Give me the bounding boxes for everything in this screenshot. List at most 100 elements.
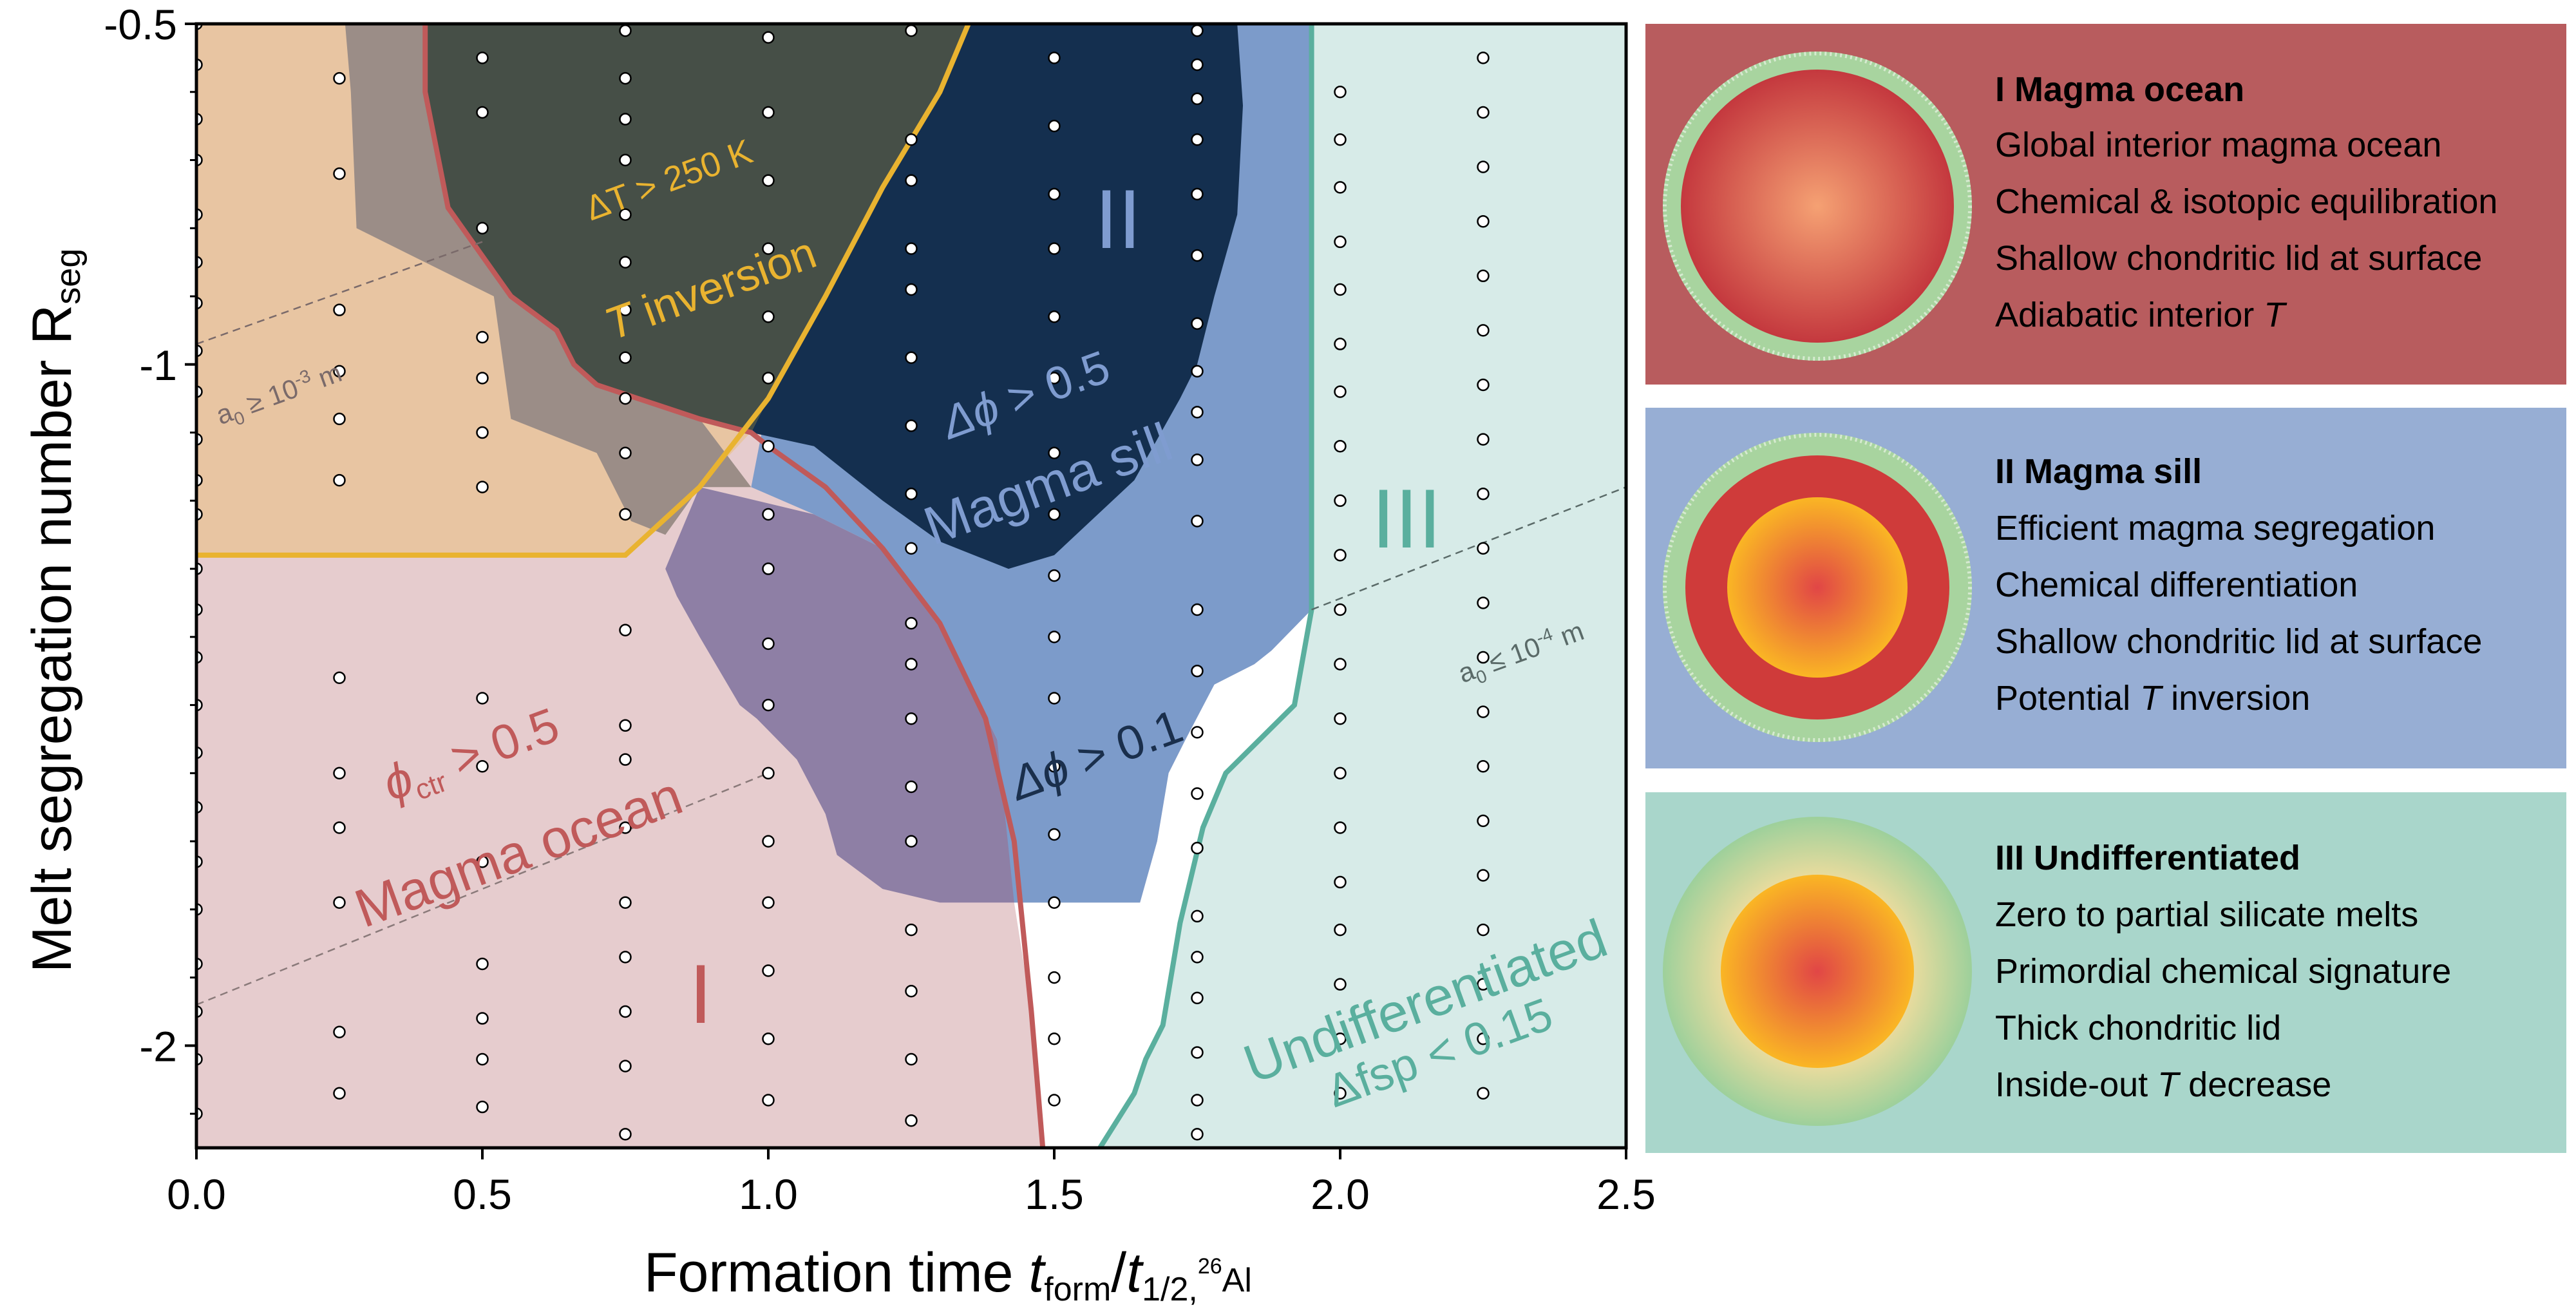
panel-2-line-4: Potential T inversion (1995, 679, 2310, 718)
data-point (1477, 433, 1490, 446)
data-point (1334, 978, 1347, 991)
data-point (1191, 92, 1204, 106)
data-point (1191, 1094, 1204, 1107)
data-point (619, 113, 632, 126)
data-point (762, 698, 775, 712)
x-tick-label: 2.0 (1311, 1170, 1370, 1218)
data-point (905, 283, 918, 296)
data-point (1191, 991, 1204, 1005)
data-point (1334, 133, 1347, 146)
x-tick-label: 1.5 (1025, 1170, 1084, 1218)
data-point (476, 372, 489, 385)
data-point (1477, 1033, 1490, 1045)
panel-2-line-3: Shallow chondritic lid at surface (1995, 622, 2482, 661)
data-point (333, 473, 346, 487)
data-point (1334, 1033, 1347, 1045)
data-point (1191, 841, 1204, 855)
data-point (1477, 106, 1490, 119)
data-point (1334, 549, 1347, 562)
data-point (762, 637, 775, 651)
planet-magma-ocean-icon (1663, 52, 1972, 361)
data-point (619, 1005, 632, 1018)
panel-3-line-2: Primordial chemical signature (1995, 952, 2451, 991)
data-point (762, 964, 775, 977)
data-point (619, 208, 632, 221)
grain-size-line-right (1311, 486, 1626, 611)
data-point (333, 167, 346, 180)
data-point (905, 351, 918, 364)
region-inversion (425, 24, 969, 433)
data-point (619, 351, 632, 364)
data-point (1477, 869, 1490, 882)
panel-2-title: II Magma sill (1995, 452, 2202, 491)
data-point (905, 174, 918, 187)
data-point (1191, 787, 1204, 800)
y-tick-label: -0.5 (104, 1, 177, 48)
panel-3-line-1: Zero to partial silicate melts (1995, 895, 2418, 934)
data-point (1334, 283, 1347, 296)
data-point (1334, 1087, 1347, 1100)
data-point (1477, 269, 1490, 283)
data-point (476, 1012, 489, 1025)
data-point (905, 835, 918, 848)
data-point (333, 1025, 346, 1038)
data-point (1191, 365, 1204, 378)
plot-frame (194, 22, 1628, 1150)
panel-2-line-1: Efficient magma segregation (1995, 509, 2435, 548)
data-point (1334, 494, 1347, 508)
panel-1-line-1: Global interior magma ocean (1995, 126, 2441, 164)
region-grey-band (345, 24, 752, 535)
data-point (1191, 187, 1204, 201)
data-point (762, 174, 775, 187)
data-point (333, 71, 346, 85)
data-point (1334, 181, 1347, 194)
data-point (619, 821, 632, 834)
data-point (619, 1060, 632, 1072)
y-tick-label: -1 (139, 341, 177, 389)
data-point (1191, 58, 1204, 71)
data-point (1048, 310, 1061, 323)
data-point (1477, 923, 1490, 937)
region-white-gap (1014, 609, 1312, 1148)
data-point (619, 719, 632, 732)
data-point (333, 821, 346, 834)
data-point (333, 303, 346, 316)
data-point (1191, 317, 1204, 330)
data-point (1477, 487, 1490, 500)
data-point (476, 692, 489, 705)
data-point (1048, 971, 1061, 984)
region-sill-purple (665, 487, 1026, 903)
data-point (476, 957, 489, 971)
data-point (1334, 875, 1347, 889)
data-point (476, 760, 489, 773)
data-point (762, 106, 775, 119)
data-point (476, 1100, 489, 1114)
data-point (762, 1033, 775, 1045)
data-point (762, 31, 775, 44)
data-point (1191, 909, 1204, 923)
data-point (1334, 235, 1347, 249)
data-point (476, 1052, 489, 1066)
data-point (1477, 1087, 1490, 1100)
data-point (1048, 760, 1061, 773)
data-point (619, 24, 632, 37)
panel-1-title: I Magma ocean (1995, 70, 2244, 109)
data-point (762, 835, 775, 848)
data-point (905, 1114, 918, 1127)
data-point (1334, 658, 1347, 671)
panel-3-line-3: Thick chondritic lid (1995, 1009, 2281, 1047)
data-point (1048, 52, 1061, 64)
regime-panel-2: II Magma sill Efficient magma segregatio… (1645, 408, 2566, 768)
undiff-boundary-line (1097, 24, 1314, 1148)
data-point (762, 508, 775, 521)
data-point (905, 616, 918, 630)
data-point (1477, 52, 1490, 64)
data-point (905, 542, 918, 555)
data-point (905, 780, 918, 794)
data-point (619, 392, 632, 405)
data-point (619, 446, 632, 460)
x-axis-ticks: 0.0 0.5 1.0 1.5 2.0 2.5 (167, 1148, 1656, 1218)
data-point (1048, 828, 1061, 841)
data-point (476, 330, 489, 344)
